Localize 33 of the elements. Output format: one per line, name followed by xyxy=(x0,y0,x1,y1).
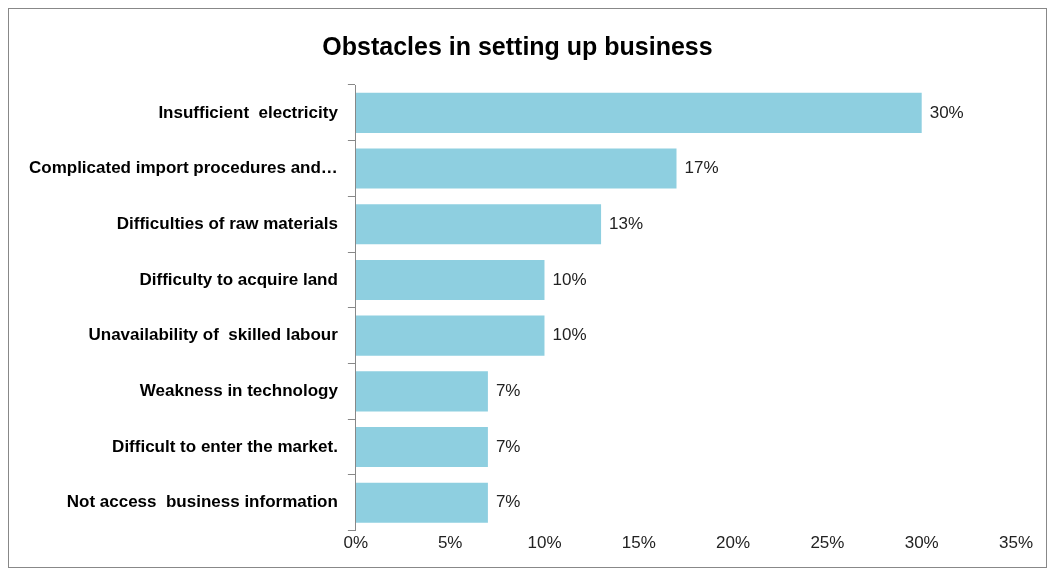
x-tick-label: 15% xyxy=(621,533,656,553)
y-tick-label: Complicated import procedures and… xyxy=(28,158,338,178)
data-label: 7% xyxy=(495,492,521,512)
x-tick-label: 20% xyxy=(716,533,751,553)
y-tick-label: Difficulty to acquire land xyxy=(139,269,338,289)
y-tick-label: Unavailability of skilled labour xyxy=(88,325,339,345)
bar xyxy=(355,482,488,523)
bar xyxy=(355,427,488,468)
y-tick-label: Difficulties of raw materials xyxy=(116,213,338,233)
bar xyxy=(355,315,545,356)
data-label: 10% xyxy=(552,269,587,289)
x-tick-label: 35% xyxy=(998,533,1034,553)
x-tick-label: 5% xyxy=(437,533,463,553)
x-tick-label: 25% xyxy=(810,533,845,553)
bar xyxy=(355,148,677,189)
y-tick-label: Difficult to enter the market. xyxy=(112,436,338,456)
y-tick-label: Insufficient electricity xyxy=(158,102,339,122)
data-label: 7% xyxy=(495,436,521,456)
bar xyxy=(355,371,488,412)
y-tick-label: Not access business information xyxy=(66,492,338,512)
y-tick-label: Weakness in technology xyxy=(139,381,339,401)
chart-title: Obstacles in setting up business xyxy=(322,31,713,60)
data-label: 7% xyxy=(495,381,521,401)
x-tick-label: 30% xyxy=(904,533,939,553)
data-label: 30% xyxy=(929,102,964,122)
data-label: 10% xyxy=(552,325,587,345)
bar xyxy=(355,92,922,133)
bar xyxy=(355,204,602,245)
data-label: 17% xyxy=(684,158,719,178)
data-label: 13% xyxy=(609,213,644,233)
x-tick-label: 0% xyxy=(343,533,369,553)
bar xyxy=(355,259,545,300)
x-tick-label: 10% xyxy=(527,533,562,553)
